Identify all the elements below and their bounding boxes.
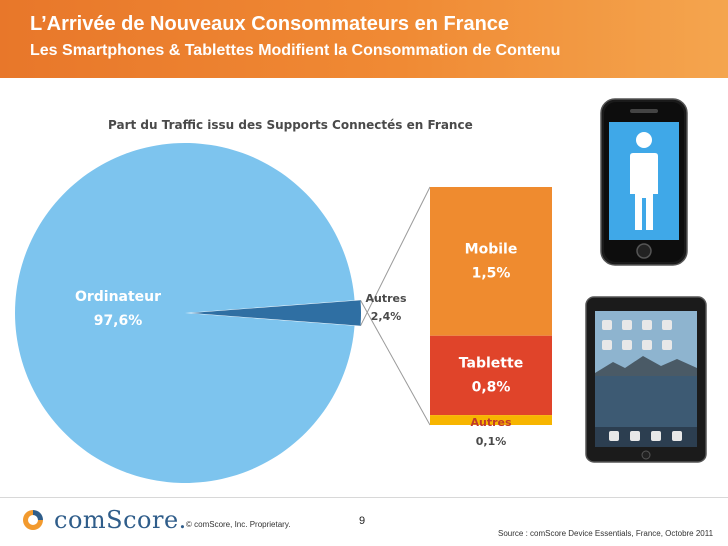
- comscore-logo-icon: [23, 510, 43, 530]
- tablet-image: [585, 296, 707, 463]
- bar-segment-mobile: [430, 187, 552, 336]
- page-subtitle: Les Smartphones & Tablettes Modifient la…: [30, 42, 561, 59]
- label-tablette-value: 0,8%: [472, 379, 511, 395]
- comscore-logo-text: comScore.: [54, 506, 187, 534]
- copyright-text: © comScore, Inc. Proprietary.: [186, 520, 291, 529]
- page-title: L’Arrivée de Nouveaux Consommateurs en F…: [30, 13, 510, 35]
- header-banner: L’Arrivée de Nouveaux Consommateurs en F…: [0, 0, 728, 78]
- pie-slice-ordinateur: [15, 143, 355, 484]
- chart-title: Part du Traffic issu des Supports Connec…: [108, 118, 473, 132]
- label-autres-name: Autres: [365, 292, 406, 305]
- connector-line-top: [360, 186, 431, 327]
- bar-segment-autres: [430, 415, 552, 425]
- label-tablette-name: Tablette: [459, 355, 523, 371]
- label-mobile-value: 1,5%: [472, 265, 511, 281]
- label-ordinateur-value: 97,6%: [94, 313, 143, 329]
- label-autres-bar-value: 0,1%: [476, 435, 507, 448]
- label-autres-bar-name: Autres: [470, 416, 511, 429]
- pie-slice-autres: [191, 300, 362, 326]
- page-number: 9: [359, 515, 366, 527]
- footer-divider: [0, 497, 728, 498]
- connector-line-bottom: [360, 299, 431, 426]
- source-note: Source : comScore Device Essentials, Fra…: [498, 529, 714, 538]
- label-autres-value: 2,4%: [371, 310, 402, 323]
- bar-segment-tablette: [430, 335, 552, 416]
- label-mobile-name: Mobile: [465, 241, 518, 257]
- label-ordinateur-name: Ordinateur: [75, 289, 161, 305]
- smartphone-image: [600, 98, 688, 266]
